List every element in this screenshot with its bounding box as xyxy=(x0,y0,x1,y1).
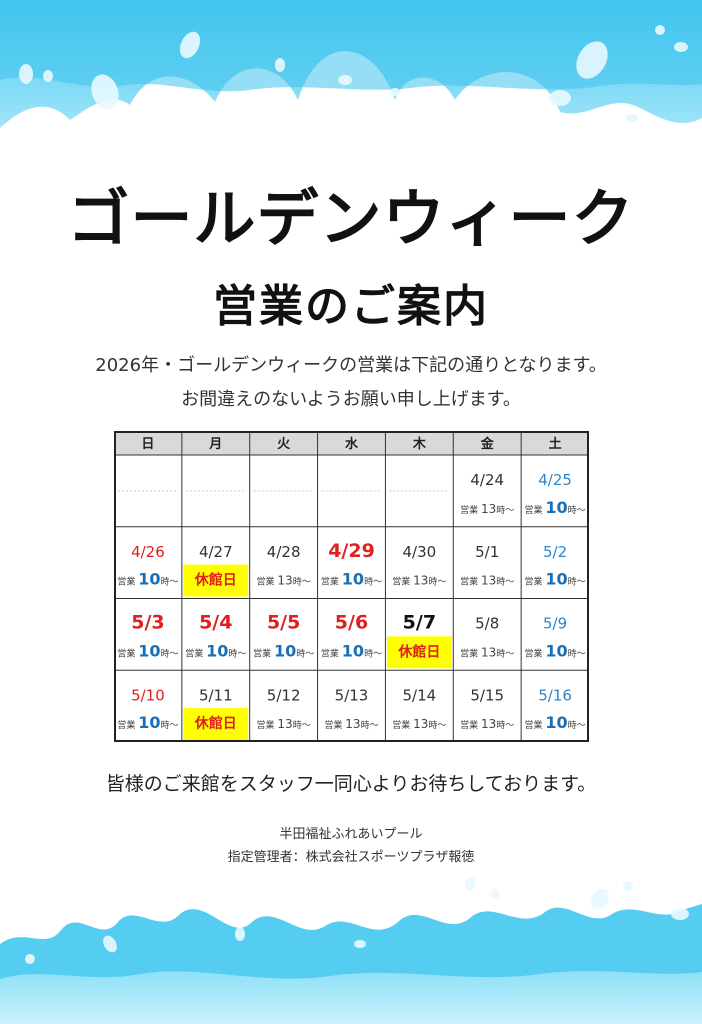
business-hours: 営業 10時～ xyxy=(117,641,178,660)
business-hours: 営業 10時～ xyxy=(524,713,585,732)
calendar-header-bg xyxy=(114,431,589,455)
weekday-label: 月 xyxy=(208,437,222,452)
calendar-date: 5/10 xyxy=(131,686,165,704)
business-hours: 営業 13時～ xyxy=(460,645,514,659)
business-hours: 営業 10時～ xyxy=(117,570,178,589)
calendar-date: 5/1 xyxy=(475,543,499,561)
business-hours: 営業 13時～ xyxy=(392,574,446,588)
closed-day-highlight xyxy=(183,564,249,597)
calendar-date: 4/28 xyxy=(267,543,301,561)
business-hours: 営業 10時～ xyxy=(321,570,382,589)
business-calendar: 日 月 火 水 木 金 土 4/24 営業 13時～ 4/25 営業 10時～ 4/26 営業 10時～… xyxy=(114,431,589,742)
weekday-label: 日 xyxy=(141,437,154,452)
calendar-date: 4/25 xyxy=(538,471,572,489)
calendar-date: 5/14 xyxy=(403,686,437,704)
calendar-date: 5/16 xyxy=(538,686,572,704)
business-hours: 営業 13時～ xyxy=(392,717,446,731)
closed-day-label: 休館日 xyxy=(397,643,440,660)
closed-day-highlight xyxy=(386,636,452,669)
facility-name: 半田福祉ふれあいプール xyxy=(279,827,423,842)
calendar-date: 5/12 xyxy=(267,686,301,704)
business-hours: 営業 10時～ xyxy=(321,641,382,660)
business-hours: 営業 10時～ xyxy=(117,713,178,732)
calendar-date: 5/4 xyxy=(199,612,232,634)
weekday-label: 金 xyxy=(480,436,495,452)
calendar-date: 4/24 xyxy=(470,471,504,489)
business-hours: 営業 10時～ xyxy=(524,498,585,517)
calendar-date: 5/2 xyxy=(543,543,567,561)
closed-day-label: 休館日 xyxy=(194,572,237,589)
business-hours: 営業 10時～ xyxy=(185,641,246,660)
closing-message: 皆様のご来館をスタッフ一同心よりお待ちしております。 xyxy=(105,773,597,795)
calendar-date: 5/13 xyxy=(335,686,369,704)
business-hours: 営業 10時～ xyxy=(524,641,585,660)
calendar-date: 4/29 xyxy=(328,540,375,562)
business-hours: 営業 13時～ xyxy=(257,574,311,588)
calendar-date: 4/26 xyxy=(131,543,165,561)
closed-day-highlight xyxy=(183,708,249,740)
calendar-border xyxy=(114,431,589,742)
calendar-date: 5/9 xyxy=(543,615,567,633)
page-title: ゴールデンウィーク xyxy=(67,182,635,255)
business-hours: 営業 13時～ xyxy=(324,717,378,731)
intro-text-line2: お間違えのないようお願い申し上げます。 xyxy=(181,389,521,410)
business-hours: 営業 13時～ xyxy=(460,717,514,731)
calendar-date: 5/5 xyxy=(267,612,300,634)
top-water-splash xyxy=(0,0,702,128)
intro-text-line1: 2026年・ゴールデンウィークの営業は下記の通りとなります。 xyxy=(95,355,607,376)
business-hours: 営業 13時～ xyxy=(460,502,514,516)
calendar-date: 4/30 xyxy=(403,543,437,561)
business-hours: 営業 13時～ xyxy=(460,574,514,588)
closed-day-label: 休館日 xyxy=(194,715,237,732)
business-hours: 営業 10時～ xyxy=(253,641,314,660)
page-subtitle: 営業のご案内 xyxy=(213,281,489,332)
weekday-label: 土 xyxy=(549,436,562,452)
weekday-label: 火 xyxy=(277,437,291,452)
calendar-date: 5/15 xyxy=(470,686,504,704)
calendar-date: 5/7 xyxy=(403,612,436,634)
weekday-label: 水 xyxy=(345,436,359,452)
calendar-date: 5/8 xyxy=(475,615,499,633)
calendar-date: 5/6 xyxy=(335,612,368,634)
calendar-date: 5/11 xyxy=(199,686,233,704)
manager-info: 指定管理者：株式会社スポーツプラザ報徳 xyxy=(227,850,475,865)
bottom-water-splash xyxy=(0,877,702,1024)
weekday-label: 木 xyxy=(412,436,427,452)
business-hours: 営業 10時～ xyxy=(524,570,585,589)
calendar-date: 4/27 xyxy=(199,543,233,561)
calendar-date: 5/3 xyxy=(131,612,164,634)
business-hours: 営業 13時～ xyxy=(257,717,311,731)
